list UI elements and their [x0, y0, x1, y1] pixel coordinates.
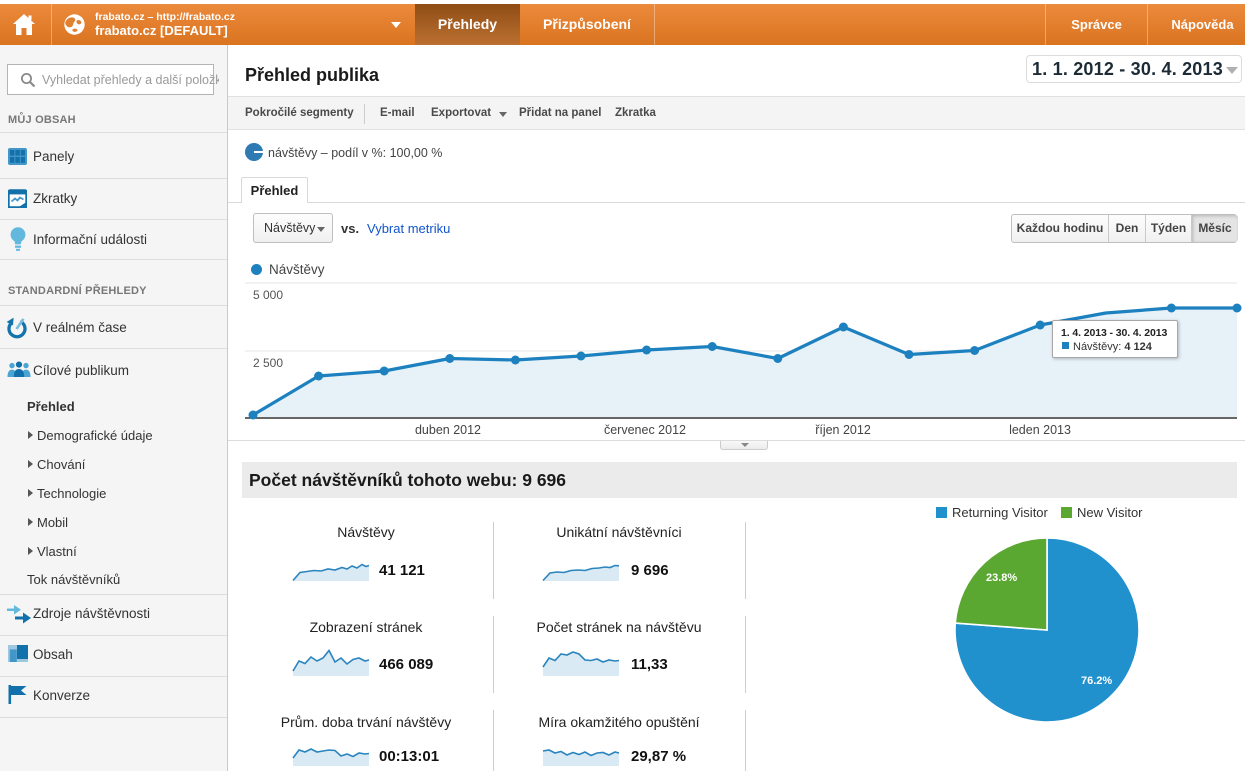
- svg-text:leden 2013: leden 2013: [1009, 423, 1071, 437]
- svg-text:červenec 2012: červenec 2012: [604, 423, 686, 437]
- svg-text:5 000: 5 000: [253, 288, 283, 302]
- svg-text:2 500: 2 500: [253, 356, 283, 370]
- svg-text:říjen 2012: říjen 2012: [815, 423, 871, 437]
- svg-text:duben 2012: duben 2012: [415, 423, 481, 437]
